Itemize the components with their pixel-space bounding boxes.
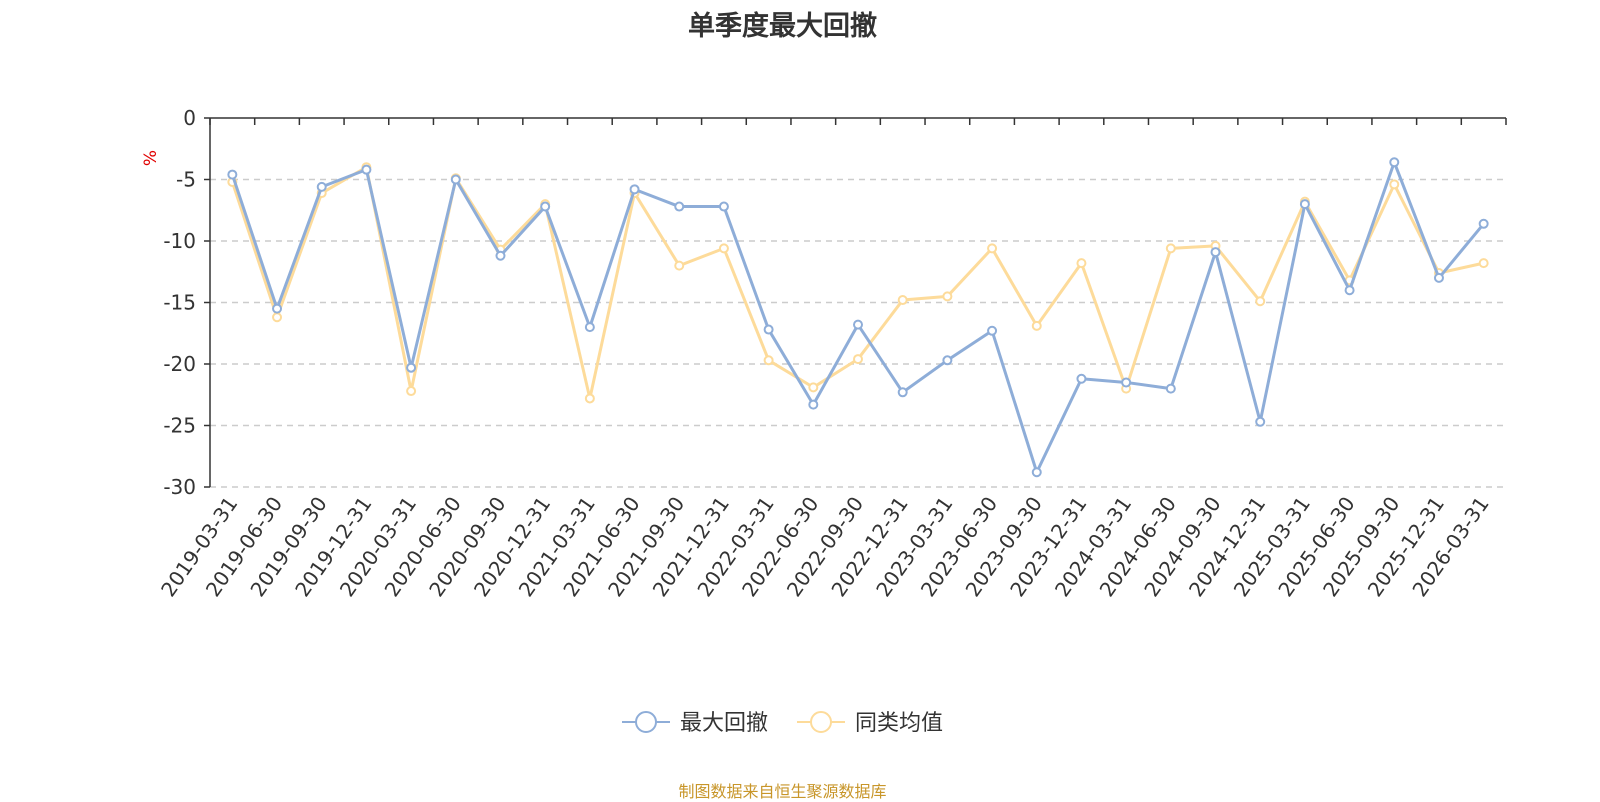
data-point — [1478, 218, 1489, 229]
y-axis-tick-label: -30 — [163, 475, 196, 499]
y-axis-tick-label: -20 — [163, 352, 196, 376]
data-point — [674, 260, 685, 271]
data-point — [1433, 272, 1444, 283]
chart-title: 单季度最大回撤 — [688, 11, 877, 42]
data-point — [942, 355, 953, 366]
y-axis-tick-label: -25 — [163, 414, 196, 438]
data-point — [540, 201, 551, 212]
data-point — [853, 319, 863, 330]
data-point — [1478, 258, 1489, 269]
y-axis-tick-label: -15 — [163, 291, 196, 315]
data-point — [1165, 243, 1176, 254]
legend-label-1: 最大回撤 — [680, 711, 768, 736]
data-point — [763, 324, 774, 335]
data-point — [808, 399, 819, 410]
data-point — [1121, 377, 1132, 388]
data-point — [1389, 179, 1400, 190]
data-point — [1076, 373, 1087, 384]
data-point — [808, 382, 819, 393]
data-point — [406, 362, 417, 373]
data-point — [987, 243, 998, 254]
data-point — [942, 291, 953, 302]
data-source-footer: 制图数据来自恒生聚源数据库 — [678, 782, 887, 801]
data-point — [1299, 199, 1310, 210]
axes: 0-5-10-15-20-25-302019-03-312019-06-3020… — [156, 106, 1507, 601]
data-point — [450, 174, 461, 185]
data-point — [674, 201, 685, 212]
data-point — [1031, 320, 1042, 331]
legend: 最大回撤 同类均值 — [622, 711, 943, 736]
data-point — [406, 386, 417, 397]
data-point — [1165, 383, 1176, 394]
data-point — [1344, 285, 1355, 296]
data-point — [629, 184, 640, 195]
data-point — [718, 201, 729, 212]
legend-marker-2 — [810, 711, 832, 733]
data-point — [853, 354, 863, 365]
data-point — [361, 164, 372, 175]
data-point — [227, 169, 238, 180]
legend-label-2: 同类均值 — [855, 711, 943, 736]
y-axis-tick-label: -5 — [176, 168, 196, 192]
grid-lines — [210, 178, 1506, 488]
data-point — [1389, 157, 1400, 168]
data-point — [584, 322, 595, 333]
data-point — [272, 303, 283, 314]
legend-marker-1 — [635, 711, 657, 733]
data-point — [1076, 258, 1087, 269]
data-point — [316, 181, 327, 192]
data-point — [718, 243, 729, 254]
data-point — [987, 325, 998, 336]
data-point — [897, 295, 908, 306]
data-point — [897, 387, 908, 398]
series-lines — [227, 157, 1489, 478]
data-point — [1210, 247, 1221, 258]
data-point — [1031, 467, 1042, 478]
y-axis-unit-label: % — [141, 150, 161, 166]
data-point — [272, 312, 283, 323]
y-axis-tick-label: 0 — [183, 106, 196, 130]
data-point — [1255, 296, 1266, 307]
y-axis-tick-label: -10 — [163, 229, 196, 253]
data-point — [1255, 416, 1266, 427]
data-point — [584, 393, 595, 404]
data-point — [495, 250, 506, 261]
data-point — [763, 355, 774, 366]
